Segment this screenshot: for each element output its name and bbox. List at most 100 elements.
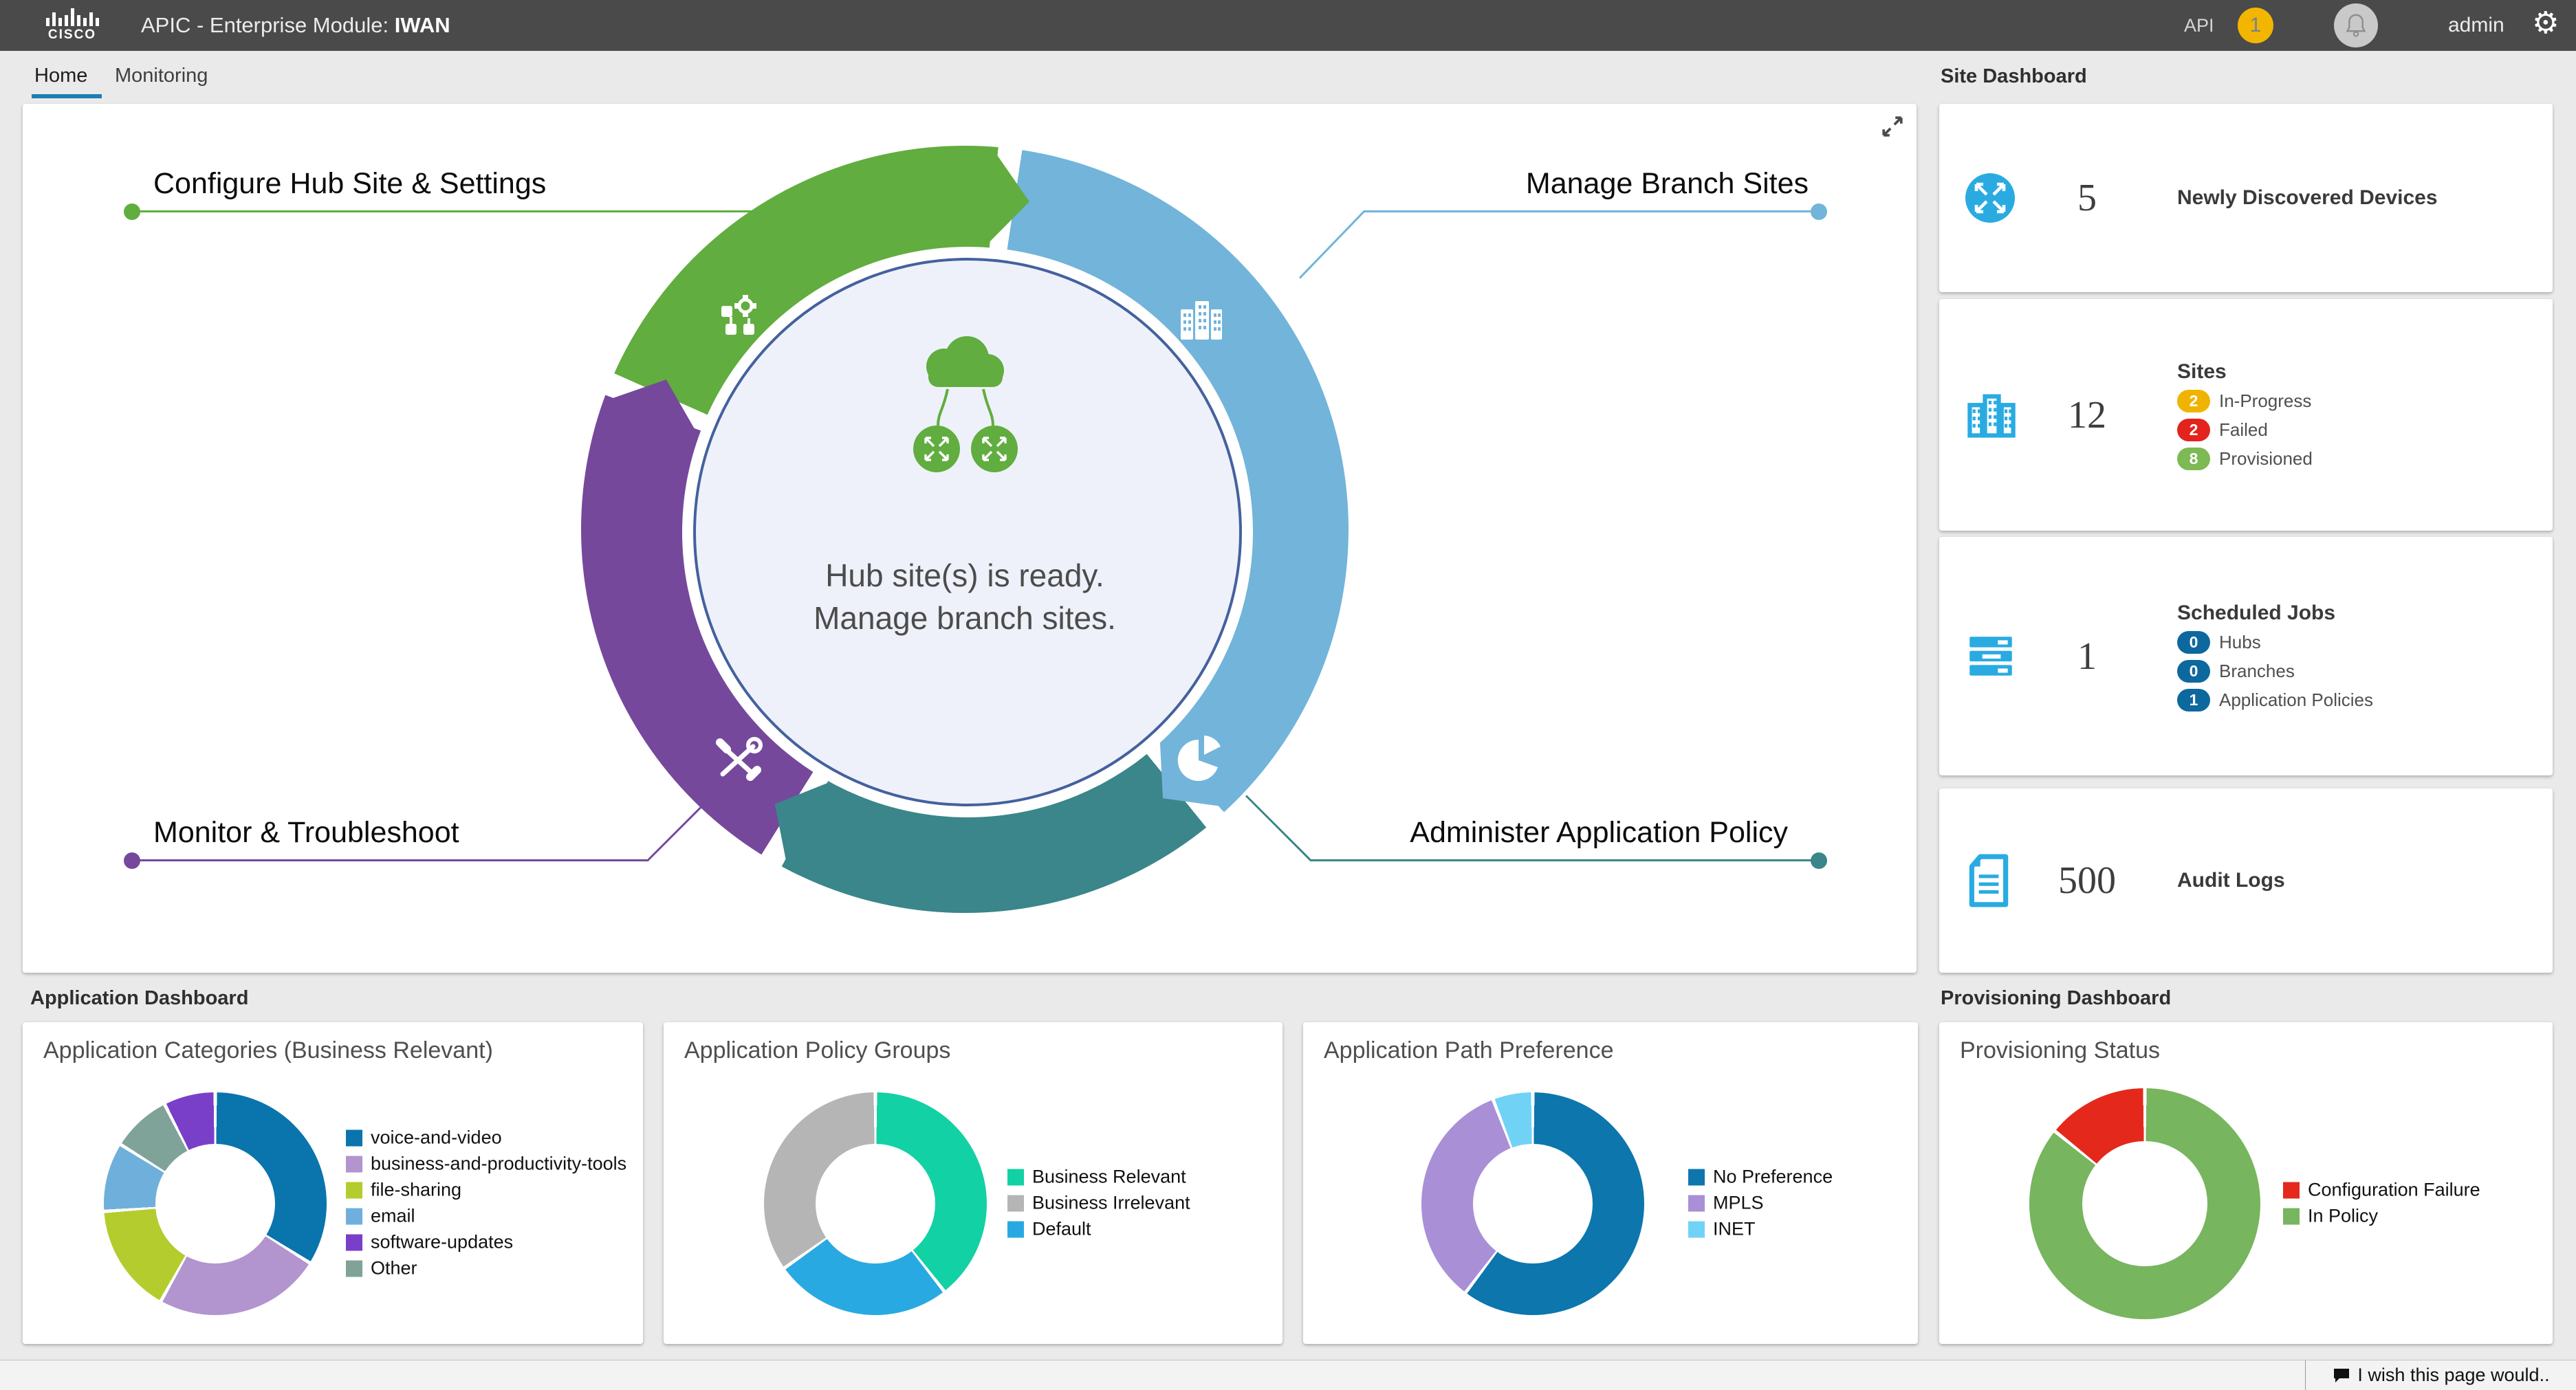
legend-label: INET: [1713, 1218, 1756, 1239]
provisioning-status-card: Provisioning Status Configuration Failur…: [1939, 1022, 2553, 1344]
notifications-button[interactable]: [2334, 3, 2378, 47]
tab-home[interactable]: Home: [34, 65, 88, 87]
monitor-troubleshoot-link[interactable]: Monitor & Troubleshoot: [153, 816, 459, 849]
configure-hub-site-link[interactable]: Configure Hub Site & Settings: [153, 167, 547, 200]
legend-item: MPLS: [1688, 1193, 1833, 1214]
legend-item: Business Irrelevant: [1007, 1193, 1190, 1214]
administer-application-policy-link[interactable]: Administer Application Policy: [1410, 816, 1788, 849]
legend-label: Configuration Failure: [2308, 1179, 2480, 1200]
legend-swatch: [2283, 1182, 2300, 1198]
chart-legend: No Preference MPLS INET: [1688, 1162, 1833, 1245]
active-tab-indicator: [32, 94, 102, 98]
provisioning-dashboard-heading: Provisioning Dashboard: [1941, 987, 2172, 1009]
status-badge: 8: [2177, 447, 2210, 470]
legend-label: Default: [1032, 1218, 1091, 1239]
legend-swatch: [1688, 1221, 1705, 1237]
legend-swatch: [346, 1156, 362, 1172]
monitor-troubleshoot-icon: [713, 733, 765, 785]
legend-item: software-updates: [346, 1232, 626, 1253]
app-title: APIC - Enterprise Module: IWAN: [141, 13, 450, 38]
legend-label: MPLS: [1713, 1192, 1764, 1213]
status-badge-label: Failed: [2219, 419, 2268, 440]
manage-branch-icon: [1175, 294, 1227, 346]
status-badge: 0: [2177, 630, 2210, 654]
application-policy-groups-donut[interactable]: [764, 1092, 987, 1315]
hub-status-message: Hub site(s) is ready. Manage branch site…: [655, 554, 1274, 639]
administer-line: [1311, 859, 1819, 861]
alert-count-badge[interactable]: 1: [2238, 8, 2273, 43]
chart-legend: Configuration Failure In Policy: [2283, 1175, 2480, 1232]
legend-swatch: [346, 1234, 362, 1250]
legend-label: file-sharing: [371, 1179, 462, 1200]
status-badge: 1: [2177, 688, 2210, 711]
legend-swatch: [2283, 1208, 2300, 1224]
sites-count: 12: [2068, 393, 2106, 437]
legend-item: Configuration Failure: [2283, 1180, 2480, 1201]
configure-dot: [124, 203, 140, 220]
api-link[interactable]: API: [2184, 15, 2214, 36]
status-badge-label: In-Progress: [2219, 390, 2312, 411]
legend-swatch: [1007, 1169, 1024, 1185]
legend-item: Default: [1007, 1219, 1190, 1240]
site-dashboard-heading: Site Dashboard: [1941, 65, 2087, 87]
status-badge-row: 0 Branches: [2177, 659, 2373, 683]
legend-label: In Policy: [2308, 1205, 2379, 1226]
card-title: Scheduled Jobs: [2177, 601, 2336, 624]
monitor-dot: [124, 852, 140, 869]
cloud-routers-icon: [872, 331, 1058, 485]
legend-swatch: [346, 1208, 362, 1224]
manage-line: [1364, 210, 1819, 212]
legend-item: email: [346, 1206, 626, 1227]
hub-status-line1: Hub site(s) is ready.: [825, 558, 1104, 593]
legend-label: software-updates: [371, 1231, 514, 1253]
status-badge-label: Application Policies: [2219, 689, 2374, 710]
manage-branch-sites-link[interactable]: Manage Branch Sites: [1525, 167, 1809, 200]
application-dashboard-heading: Application Dashboard: [30, 987, 249, 1009]
hub-status-line2: Manage branch sites.: [814, 600, 1116, 636]
username[interactable]: admin: [2448, 14, 2504, 36]
legend-label: business-and-productivity-tools: [371, 1153, 627, 1174]
provisioning-status-donut[interactable]: [2029, 1088, 2260, 1319]
feedback-label: I wish this page would..: [2357, 1365, 2550, 1385]
feedback-button[interactable]: I wish this page would..: [2305, 1360, 2576, 1390]
monitor-line: [138, 859, 647, 861]
application-path-preference-donut[interactable]: [1421, 1092, 1644, 1315]
tab-monitoring[interactable]: Monitoring: [115, 65, 208, 87]
legend-swatch: [1007, 1195, 1024, 1211]
legend-swatch: [346, 1129, 362, 1146]
application-policy-icon: [1175, 733, 1227, 785]
legend-label: Business Relevant: [1032, 1166, 1186, 1187]
scheduled-jobs-card[interactable]: 1 Scheduled Jobs 0 Hubs 0 Branches 1 Applicat…: [1939, 537, 2553, 775]
router-icon: [1964, 172, 2035, 224]
app-title-prefix: APIC - Enterprise Module:: [141, 13, 389, 37]
status-badge: 2: [2177, 389, 2210, 412]
settings-gear-icon[interactable]: ⚙: [2532, 5, 2559, 41]
legend-swatch: [1688, 1195, 1705, 1211]
status-badge-row: 2 In-Progress: [2177, 389, 2313, 412]
sites-card[interactable]: 12 Sites 2 In-Progress 2 Failed 8 Provisioned: [1939, 299, 2553, 531]
audit-logs-card[interactable]: 500 Audit Logs: [1939, 788, 2553, 973]
status-badge: 0: [2177, 659, 2210, 683]
application-path-preference-card: Application Path Preference No Preferenc…: [1303, 1022, 1918, 1344]
top-bar: CISCO APIC - Enterprise Module: IWAN API…: [0, 0, 2576, 51]
legend-item: file-sharing: [346, 1180, 626, 1201]
chart-title: Application Policy Groups: [684, 1037, 951, 1063]
status-badge-label: Provisioned: [2219, 448, 2313, 469]
application-categories-donut[interactable]: [104, 1092, 327, 1315]
configure-line: [138, 210, 765, 212]
servers-icon: [1964, 630, 2035, 683]
tab-bar: Home Monitoring: [0, 51, 2576, 102]
card-title: Audit Logs: [2177, 869, 2285, 892]
legend-item: Business Relevant: [1007, 1167, 1190, 1188]
status-badge-row: 0 Hubs: [2177, 630, 2373, 654]
expand-icon[interactable]: [1881, 115, 1904, 138]
chart-title: Application Categories (Business Relevan…: [43, 1037, 493, 1063]
newly-discovered-devices-card[interactable]: 5 Newly Discovered Devices: [1939, 104, 2553, 292]
footer-bar: I wish this page would..: [0, 1360, 2576, 1390]
hub-workflow-panel: Configure Hub Site & Settings Manage Bra…: [23, 104, 1917, 973]
bell-icon: [2346, 14, 2366, 37]
cisco-logo-bars-icon: [34, 7, 110, 26]
application-policy-groups-card: Application Policy Groups Business Relev…: [664, 1022, 1282, 1344]
legend-swatch: [1688, 1169, 1705, 1185]
